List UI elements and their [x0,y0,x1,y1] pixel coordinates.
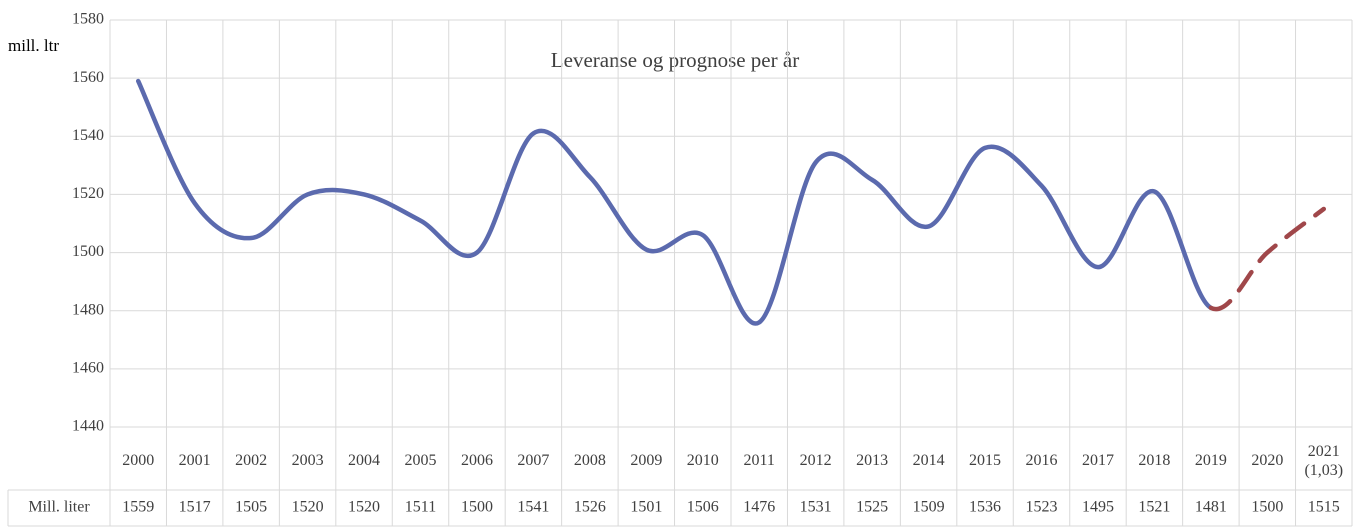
table-value: 1559 [122,499,154,516]
x-tick-label: 2010 [687,452,719,469]
table-value: 1511 [405,499,436,516]
table-value: 1523 [1026,499,1058,516]
table-value: 1476 [743,499,775,516]
table-value: 1500 [461,499,493,516]
y-tick-label: 1520 [72,185,104,202]
x-tick-label: 2007 [517,452,549,469]
x-tick-label: 2002 [235,452,267,469]
table-value: 1541 [517,499,549,516]
table-value: 1521 [1138,499,1170,516]
table-row-header: Mill. liter [28,499,90,516]
x-tick-label: 2016 [1026,452,1058,469]
table-value: 1505 [235,499,267,516]
y-tick-label: 1560 [72,69,104,86]
x-tick-label: 2019 [1195,452,1227,469]
table-value: 1517 [179,499,211,516]
table-value: 1495 [1082,499,1114,516]
x-tick-label: 2013 [856,452,888,469]
x-tick-label: 2020 [1251,452,1283,469]
y-tick-label: 1440 [72,418,104,435]
table-value: 1520 [348,499,380,516]
table-value: 1500 [1251,499,1283,516]
table-value: 1531 [800,499,832,516]
table-value: 1520 [292,499,324,516]
x-tick-label: 2021 (1,03) [1304,443,1343,479]
y-tick-label: 1500 [72,243,104,260]
x-tick-label: 2003 [292,452,324,469]
x-tick-label: 2000 [122,452,154,469]
table-value: 1525 [856,499,888,516]
x-tick-label: 2004 [348,452,380,469]
x-tick-label: 2009 [630,452,662,469]
y-tick-label: 1480 [72,301,104,318]
y-tick-label: 1540 [72,127,104,144]
x-tick-label: 2008 [574,452,606,469]
y-tick-label: 1460 [72,360,104,377]
x-tick-label: 2017 [1082,452,1114,469]
table-value: 1506 [687,499,719,516]
x-tick-label: 2018 [1138,452,1170,469]
x-tick-label: 2005 [405,452,437,469]
x-tick-label: 2006 [461,452,493,469]
x-tick-label: 2015 [969,452,1001,469]
y-axis-label: mill. ltr [8,36,59,55]
table-value: 1481 [1195,499,1227,516]
table-value: 1509 [913,499,945,516]
line [135,78,1214,326]
x-tick-label: 2011 [744,452,775,469]
table-value: 1536 [969,499,1001,516]
x-tick-label: 2012 [800,452,832,469]
table-value: 1515 [1308,499,1340,516]
table-value: 1526 [574,499,606,516]
x-tick-label: 2014 [913,452,945,469]
table-value: 1501 [630,499,662,516]
forecast-line [1208,206,1327,312]
x-tick-label: 2001 [179,452,211,469]
y-tick-label: 1580 [72,11,104,28]
